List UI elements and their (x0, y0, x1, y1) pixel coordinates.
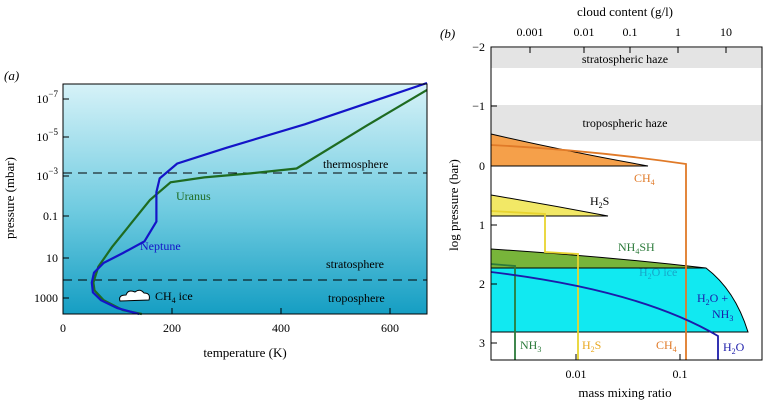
panel-a-y-axis-label: pressure (mbar) (2, 157, 17, 239)
uranus-label: Uranus (176, 189, 211, 203)
h2o-ice-cloud-layer (490, 267, 749, 333)
x-tick-0: 0 (60, 321, 66, 335)
h2s-profile-line (490, 210, 579, 360)
panel-a-x-axis-label: temperature (K) (203, 345, 286, 360)
top-tick-0.1: 0.1 (623, 25, 638, 39)
panel-b-x-axis-label: mass mixing ratio (578, 385, 671, 400)
h2o-nh3-label-line2: NH3 (712, 307, 733, 323)
h2s-cloud-layer (490, 194, 609, 217)
b-x-tick-0.1: 0.1 (673, 367, 688, 381)
y-tick-1000: 1000 (34, 291, 58, 305)
b-y-tick-3: 3 (479, 336, 485, 350)
panel-b-y-axis-label: log pressure (bar) (446, 159, 461, 251)
panel-a-background (63, 84, 427, 314)
ch4-ice-cloud-icon (119, 289, 150, 302)
y-tick-1e-7: 10−7 (36, 89, 58, 106)
y-tick-1e-5: 10−5 (36, 127, 58, 144)
tropospheric-haze-label: tropospheric haze (583, 116, 668, 130)
h2s-layer-label: H2S (590, 194, 609, 210)
ch4-ice-label: CH4 ice (155, 289, 193, 305)
y-tick-10: 10 (46, 251, 58, 265)
stratospheric-haze-band (491, 48, 762, 68)
top-tick-10: 10 (720, 25, 732, 39)
panel-a-label: (a) (4, 68, 19, 83)
panel-a-frame (62, 83, 428, 315)
x-tick-600: 600 (381, 321, 399, 335)
b-y-tick-neg1: −1 (472, 99, 485, 113)
nh3-profile-line (490, 263, 516, 360)
panel-b-label: (b) (440, 26, 455, 41)
panel-b-top-axis-label: cloud content (g/l) (577, 4, 673, 19)
panel-b-top-ticks: 0.001 0.01 0.1 1 10 (517, 25, 732, 53)
h2o-ice-layer-label: H2O ice (639, 265, 677, 281)
h2o-nh3-label-line1: H2O + (697, 291, 728, 307)
uranus-profile-line (92, 88, 428, 316)
tropospheric-haze-band (491, 105, 762, 141)
nh3-profile-label: NH3 (520, 338, 541, 354)
panel-b-frame (490, 46, 763, 361)
stratosphere-label: stratosphere (326, 257, 384, 271)
x-tick-400: 400 (272, 321, 290, 335)
panel-b-x-ticks: 0.01 0.1 (566, 354, 688, 381)
panel-b-y-ticks: −2 −1 0 1 2 3 (472, 40, 497, 350)
ch4-profile-label: CH4 (656, 338, 677, 354)
stratospheric-haze-label: stratospheric haze (582, 52, 668, 66)
panel-a-x-ticks: 0 200 400 600 (60, 308, 399, 335)
top-tick-1: 1 (675, 25, 681, 39)
x-tick-200: 200 (163, 321, 181, 335)
neptune-profile-line (90, 81, 428, 316)
neptune-label: Neptune (140, 239, 181, 253)
ch4-layer-label: CH4 (634, 171, 655, 187)
thermosphere-label: thermosphere (323, 157, 388, 171)
nh4sh-layer-label: NH4SH (618, 240, 655, 256)
panel-a: thermosphere stratosphere troposphere Ur… (2, 81, 428, 360)
b-x-tick-0.01: 0.01 (566, 367, 587, 381)
y-tick-1e-3: 10−3 (36, 166, 58, 183)
h2o-profile-line (490, 271, 719, 360)
h2s-profile-label: H2S (582, 338, 601, 354)
panel-b: stratospheric haze tropospheric haze CH4… (446, 4, 763, 400)
troposphere-label: troposphere (328, 291, 385, 305)
ch4-cloud-layer (490, 133, 649, 167)
b-y-tick-2: 2 (479, 277, 485, 291)
y-tick-0.1: 0.1 (43, 209, 58, 223)
b-y-tick-neg2: −2 (472, 40, 485, 54)
h2o-profile-label: H2O (723, 340, 745, 356)
b-y-tick-1: 1 (479, 218, 485, 232)
ch4-profile-line (490, 144, 687, 360)
top-tick-0.001: 0.001 (517, 25, 544, 39)
b-y-tick-0: 0 (479, 159, 485, 173)
top-tick-0.01: 0.01 (574, 25, 595, 39)
